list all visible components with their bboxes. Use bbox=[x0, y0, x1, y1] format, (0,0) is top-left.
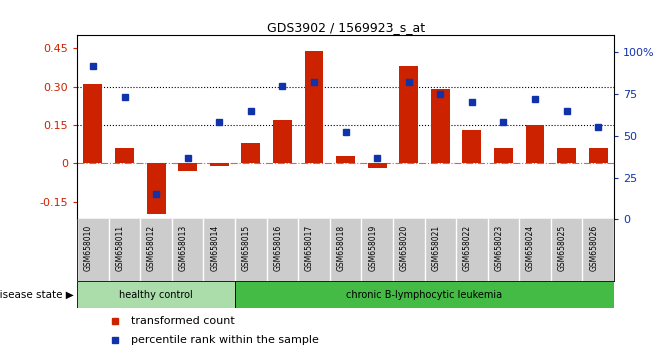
Text: GSM658021: GSM658021 bbox=[431, 224, 440, 270]
Bar bbox=[431, 89, 450, 163]
Bar bbox=[525, 125, 544, 163]
Text: GSM658017: GSM658017 bbox=[305, 224, 314, 271]
Text: GSM658024: GSM658024 bbox=[526, 224, 535, 271]
Bar bbox=[242, 143, 260, 163]
Bar bbox=[83, 84, 103, 163]
Text: transformed count: transformed count bbox=[131, 316, 235, 326]
Text: GSM658023: GSM658023 bbox=[495, 224, 503, 271]
Bar bbox=[77, 281, 235, 308]
Bar bbox=[588, 148, 608, 163]
Text: GSM658014: GSM658014 bbox=[210, 224, 219, 271]
Bar bbox=[368, 163, 386, 169]
Text: GSM658016: GSM658016 bbox=[273, 224, 282, 271]
Text: percentile rank within the sample: percentile rank within the sample bbox=[131, 335, 319, 345]
Bar bbox=[494, 148, 513, 163]
Text: GSM658015: GSM658015 bbox=[242, 224, 251, 271]
Text: GSM658025: GSM658025 bbox=[558, 224, 566, 271]
Text: GSM658010: GSM658010 bbox=[84, 224, 93, 271]
Bar bbox=[115, 148, 134, 163]
Bar bbox=[273, 120, 292, 163]
Text: GSM658026: GSM658026 bbox=[589, 224, 598, 271]
Title: GDS3902 / 1569923_s_at: GDS3902 / 1569923_s_at bbox=[266, 21, 425, 34]
Text: GSM658013: GSM658013 bbox=[178, 224, 188, 271]
Bar bbox=[462, 130, 481, 163]
Text: chronic B-lymphocytic leukemia: chronic B-lymphocytic leukemia bbox=[346, 290, 503, 300]
Text: GSM658011: GSM658011 bbox=[115, 224, 125, 270]
Text: healthy control: healthy control bbox=[119, 290, 193, 300]
Text: disease state ▶: disease state ▶ bbox=[0, 290, 74, 300]
Bar bbox=[399, 66, 418, 163]
Bar bbox=[557, 148, 576, 163]
Bar bbox=[210, 163, 229, 166]
Bar bbox=[147, 163, 166, 215]
Text: GSM658018: GSM658018 bbox=[337, 224, 346, 270]
Text: GSM658022: GSM658022 bbox=[463, 224, 472, 270]
Bar bbox=[305, 51, 323, 163]
Text: GSM658020: GSM658020 bbox=[400, 224, 409, 271]
Text: GSM658019: GSM658019 bbox=[368, 224, 377, 271]
Bar bbox=[178, 163, 197, 171]
Text: GSM658012: GSM658012 bbox=[147, 224, 156, 270]
Bar bbox=[336, 155, 355, 163]
Bar bbox=[235, 281, 614, 308]
